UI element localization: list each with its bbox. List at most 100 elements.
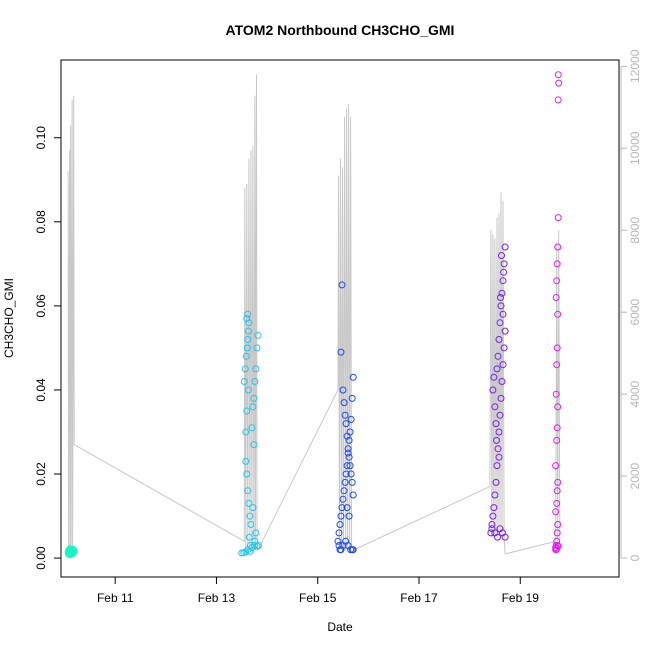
data-point	[346, 462, 354, 470]
data-point	[553, 344, 561, 352]
data-point	[338, 504, 346, 512]
data-point	[554, 478, 562, 486]
data-point	[343, 504, 351, 512]
data-point	[552, 390, 560, 398]
data-point	[247, 521, 255, 528]
data-point	[244, 487, 252, 495]
data-point	[340, 487, 348, 495]
data-point	[489, 512, 497, 520]
data-point	[249, 403, 257, 411]
data-point	[349, 491, 357, 499]
data-point	[498, 378, 506, 385]
data-point	[250, 394, 258, 402]
data-point	[242, 352, 250, 360]
data-point	[336, 521, 344, 528]
altitude-line	[67, 74, 561, 555]
data-point	[552, 546, 560, 554]
data-point	[344, 445, 352, 453]
data-point	[499, 310, 507, 318]
data-point	[553, 499, 561, 507]
y-tick-label: 0.08	[34, 210, 48, 234]
data-point	[501, 533, 509, 541]
data-point	[495, 336, 503, 343]
data-point	[244, 386, 252, 394]
data-point	[495, 453, 503, 461]
data-point	[491, 491, 499, 499]
y2-tick-label: 8000	[628, 217, 642, 244]
data-point	[554, 521, 562, 528]
data-point	[555, 79, 563, 87]
data-point	[243, 407, 251, 415]
data-point	[493, 436, 500, 444]
y-tick-label: 0.04	[34, 378, 48, 402]
data-point	[494, 352, 502, 360]
data-point	[348, 478, 356, 486]
data-point	[335, 529, 343, 537]
data-point	[244, 336, 252, 343]
data-point	[492, 478, 500, 486]
data-point	[499, 277, 507, 285]
data-point	[248, 424, 256, 432]
data-point	[349, 373, 357, 381]
y-axis-label: CH3CHO_GMI	[2, 278, 16, 358]
data-point	[552, 294, 560, 301]
data-point	[552, 462, 560, 470]
data-point	[554, 96, 562, 104]
data-point	[490, 373, 498, 381]
data-point	[554, 542, 562, 550]
data-point	[339, 386, 347, 394]
data-points-layer	[64, 71, 563, 559]
data-point	[553, 361, 561, 369]
y-axis: 0.00 0.02 0.04 0.06 0.08 0.10	[34, 126, 62, 570]
data-point	[349, 546, 357, 554]
data-point	[495, 428, 503, 436]
data-point	[499, 361, 507, 369]
data-point	[553, 277, 561, 285]
data-point	[553, 487, 561, 495]
data-point	[497, 294, 504, 301]
data-point	[243, 344, 251, 352]
data-point	[340, 399, 348, 407]
data-point	[497, 302, 505, 310]
data-point	[493, 365, 501, 373]
data-point	[252, 529, 260, 537]
data-point	[552, 508, 560, 516]
data-point	[494, 445, 502, 453]
data-point	[249, 504, 257, 512]
data-point	[337, 546, 345, 554]
data-point	[339, 495, 347, 503]
data-point	[337, 512, 345, 520]
data-point	[498, 289, 506, 297]
data-point	[343, 462, 351, 470]
data-point	[245, 319, 253, 327]
data-point	[496, 319, 504, 327]
data-point	[348, 394, 356, 402]
data-point	[343, 432, 351, 440]
data-point	[335, 542, 343, 549]
data-point	[496, 411, 504, 419]
data-point	[490, 504, 498, 512]
data-point	[244, 310, 252, 318]
data-point	[342, 470, 350, 478]
data-point	[246, 542, 254, 549]
y2-tick-label: 4000	[628, 380, 642, 407]
altitude-trace-layer	[67, 74, 561, 555]
data-point	[492, 420, 500, 428]
data-point	[491, 403, 499, 411]
data-point	[253, 344, 261, 352]
data-point	[254, 331, 262, 339]
data-point	[252, 365, 260, 373]
x-axis: Feb 11 Feb 13 Feb 15 Feb 17 Feb 19	[97, 576, 539, 605]
y2-tick-label: 10000	[628, 131, 642, 165]
data-point	[345, 512, 353, 520]
data-point	[553, 529, 561, 537]
data-point	[345, 453, 353, 461]
x-tick-label: Feb 15	[299, 591, 337, 605]
data-point	[500, 260, 508, 268]
data-point	[242, 548, 250, 556]
x-tick-label: Feb 17	[400, 591, 438, 605]
x-tick-label: Feb 13	[198, 591, 236, 605]
data-point	[244, 327, 252, 335]
